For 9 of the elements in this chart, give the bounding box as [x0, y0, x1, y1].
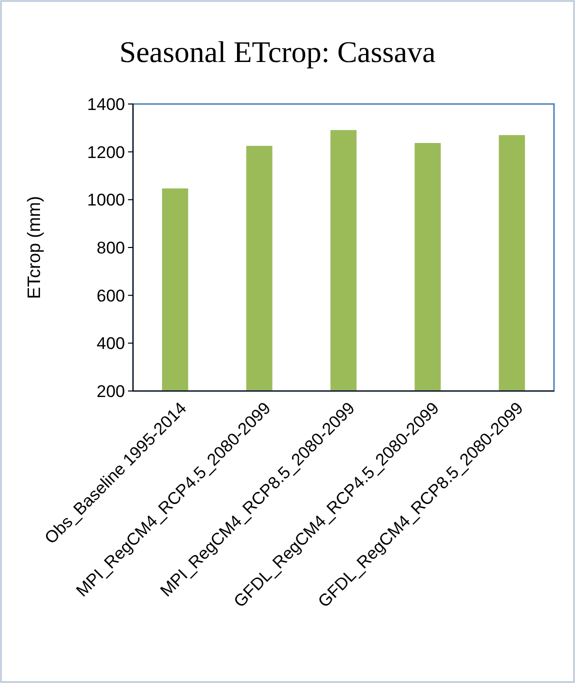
y-tick-label: 1000: [87, 190, 125, 210]
y-tick-label: 1400: [87, 94, 125, 114]
y-tick-label: 400: [96, 334, 125, 354]
y-tick-label: 200: [96, 382, 125, 401]
y-tick-label: 800: [96, 238, 125, 258]
y-tick-label: 600: [96, 286, 125, 306]
y-tick-label: 1200: [87, 142, 125, 162]
chart-title: Seasonal ETcrop: Cassava: [119, 36, 436, 69]
y-axis-title: ETcrop (mm): [24, 196, 44, 299]
